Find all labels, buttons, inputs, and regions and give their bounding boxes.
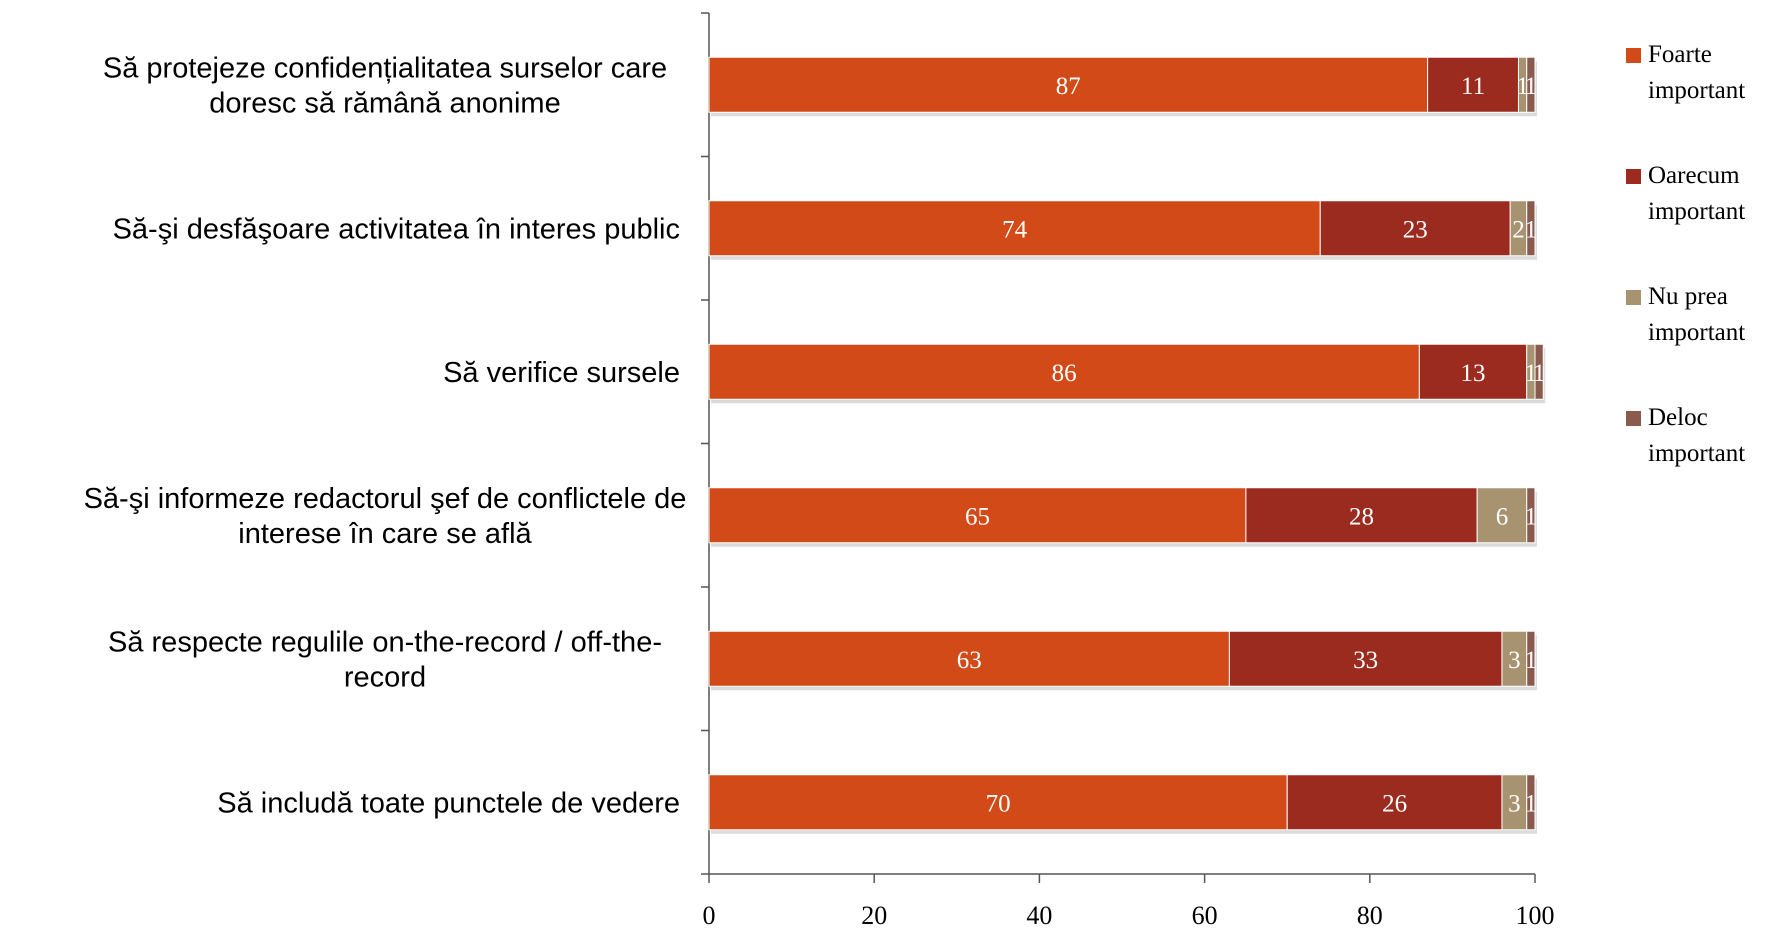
data-label: 1 [1533, 360, 1546, 387]
bar-segment [1526, 56, 1536, 113]
bar-segment [708, 56, 1429, 113]
data-label: 74 [1002, 216, 1028, 243]
legend-label: important [1648, 319, 1745, 346]
data-label: 86 [1052, 360, 1077, 387]
data-label: 65 [965, 503, 990, 530]
bar-segment [708, 487, 1247, 544]
x-tick-label: 20 [861, 901, 887, 930]
bar-segment [1418, 343, 1528, 400]
bar-segment [1501, 774, 1528, 831]
category-label: Să verifice sursele [443, 357, 680, 389]
bar-segment [1245, 487, 1478, 544]
legend-label: important [1648, 77, 1745, 104]
category-label: Să respecte regulile on-the-record / off… [108, 626, 662, 658]
x-tick-label: 60 [1192, 901, 1218, 930]
category-label: interese în care se află [238, 518, 532, 550]
data-label: 1 [1525, 360, 1538, 387]
data-label: 13 [1461, 360, 1486, 387]
bar-segment [1228, 630, 1503, 687]
data-label: 1 [1525, 790, 1538, 817]
legend-swatch [1626, 411, 1641, 426]
data-label: 1 [1525, 216, 1538, 243]
legend-swatch [1626, 169, 1641, 184]
data-label: 33 [1353, 647, 1378, 674]
category-label: record [344, 661, 426, 693]
bar-segment [1526, 200, 1536, 257]
data-label: 1 [1525, 647, 1538, 674]
data-label: 6 [1496, 503, 1509, 530]
legend-label: Nu prea [1648, 283, 1728, 310]
legend-swatch [1626, 290, 1641, 305]
bar-segment [1526, 774, 1536, 831]
data-label: 1 [1525, 503, 1538, 530]
legend-label: important [1648, 198, 1745, 225]
bar-segment [1526, 487, 1536, 544]
bar-segment [1286, 774, 1503, 831]
data-label: 2 [1512, 216, 1525, 243]
bar-segment [1427, 56, 1519, 113]
data-label: 23 [1403, 216, 1428, 243]
data-label: 63 [957, 647, 982, 674]
legend-label: Foarte [1648, 41, 1712, 68]
x-tick-label: 0 [703, 901, 716, 930]
x-tick-label: 100 [1516, 901, 1555, 930]
bar-segment [708, 630, 1230, 687]
legend: Foarte important Oarecum important Nu prea im… [1626, 41, 1745, 467]
bar-segment [1476, 487, 1528, 544]
data-label: 3 [1508, 647, 1521, 674]
data-label: 28 [1349, 503, 1374, 530]
category-label: Să-şi informeze redactorul şef de confli… [84, 483, 687, 515]
data-label: 87 [1056, 73, 1081, 100]
bar-segment [1526, 630, 1536, 687]
data-label: 1 [1525, 73, 1538, 100]
category-label: Să-şi desfăşoare activitatea în interes … [113, 213, 680, 245]
data-label: 3 [1508, 790, 1521, 817]
data-label: 26 [1382, 790, 1407, 817]
data-label: 11 [1461, 73, 1485, 100]
legend-label: Deloc [1648, 404, 1708, 431]
category-label: Să includă toate punctele de vedere [217, 787, 680, 819]
data-label: 1 [1516, 73, 1529, 100]
data-label: 70 [986, 790, 1011, 817]
legend-label: Oarecum [1648, 162, 1740, 189]
x-tick-label: 80 [1357, 901, 1383, 930]
legend-swatch [1626, 48, 1641, 63]
category-labels: Să protejeze confidențialitatea surselor… [84, 52, 687, 819]
bar-segment [708, 200, 1321, 257]
category-label: doresc să rămână anonime [209, 87, 560, 119]
bar-segment [1534, 343, 1544, 400]
bar-segment [708, 343, 1420, 400]
bar-segment [1501, 630, 1528, 687]
x-tick-label: 40 [1026, 901, 1052, 930]
category-label: Să protejeze confidențialitatea surselor… [103, 52, 667, 84]
legend-label: important [1648, 440, 1745, 467]
axes: 0 20 40 60 80 100 [701, 12, 1555, 930]
bar-segment [1319, 200, 1511, 257]
